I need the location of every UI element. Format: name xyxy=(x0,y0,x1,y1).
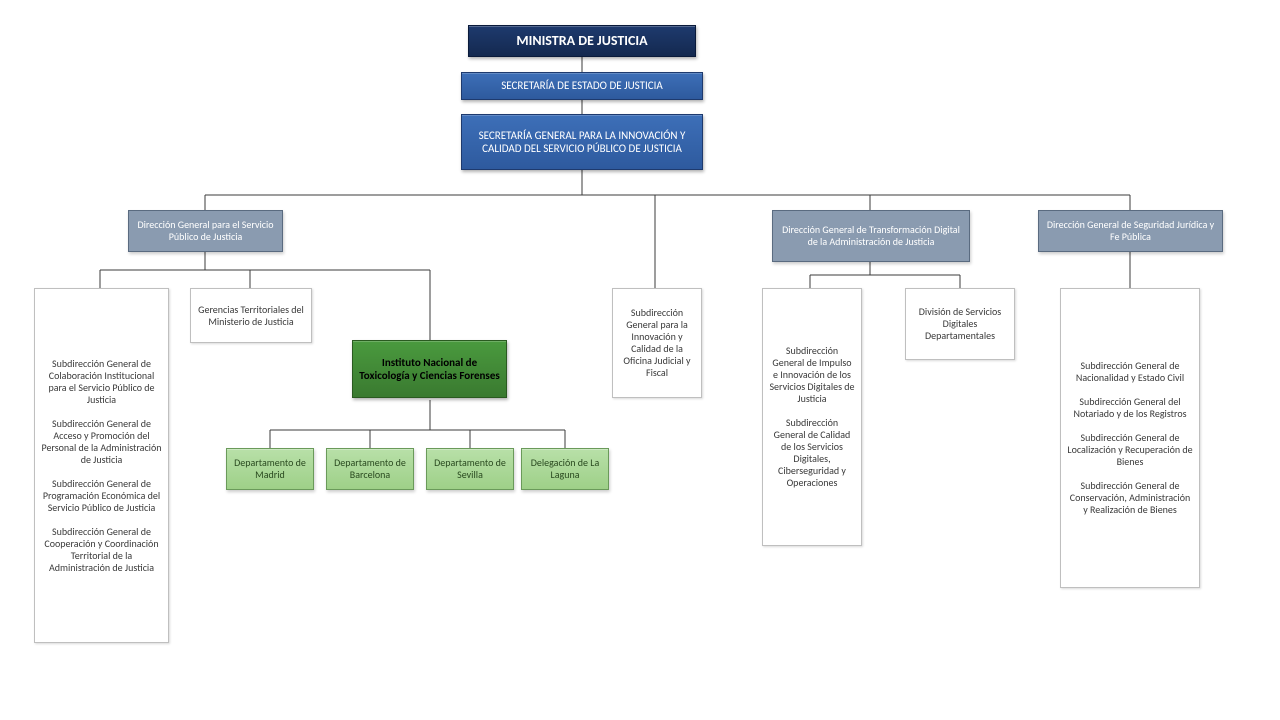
node-dept-madrid: Departamento de Madrid xyxy=(226,448,314,490)
node-dgtdaj-sub-impulso: Subdirección General de Impulso e Innova… xyxy=(762,288,862,546)
node-secretaria-estado: SECRETARÍA DE ESTADO DE JUSTICIA xyxy=(461,72,703,100)
node-dgsjfp: Dirección General de Seguridad Jurídica … xyxy=(1038,210,1223,252)
node-instituto: Instituto Nacional de Toxicología y Cien… xyxy=(352,340,507,398)
node-gerencias: Gerencias Territoriales del Ministerio d… xyxy=(190,288,312,343)
node-dgspj-subdirecciones: Subdirección General de Colaboración Ins… xyxy=(34,288,169,643)
node-dept-laguna: Delegación de La Laguna xyxy=(521,448,609,490)
node-dgsjfp-subdirecciones: Subdirección General de Nacionalidad y E… xyxy=(1060,288,1200,588)
node-sub-innovacion: Subdirección General para la Innovación … xyxy=(612,288,702,398)
node-dgtdaj: Dirección General de Transformación Digi… xyxy=(772,210,970,262)
node-dgspj: Dirección General para el Servicio Públi… xyxy=(128,210,283,252)
node-ministra: MINISTRA DE JUSTICIA xyxy=(468,25,696,57)
node-dept-barcelona: Departamento de Barcelona xyxy=(326,448,414,490)
node-division: División de Servicios Digitales Departam… xyxy=(905,288,1015,360)
node-dept-sevilla: Departamento de Sevilla xyxy=(426,448,514,490)
node-secretaria-general: SECRETARÍA GENERAL PARA LA INNOVACIÓN Y … xyxy=(461,114,703,170)
